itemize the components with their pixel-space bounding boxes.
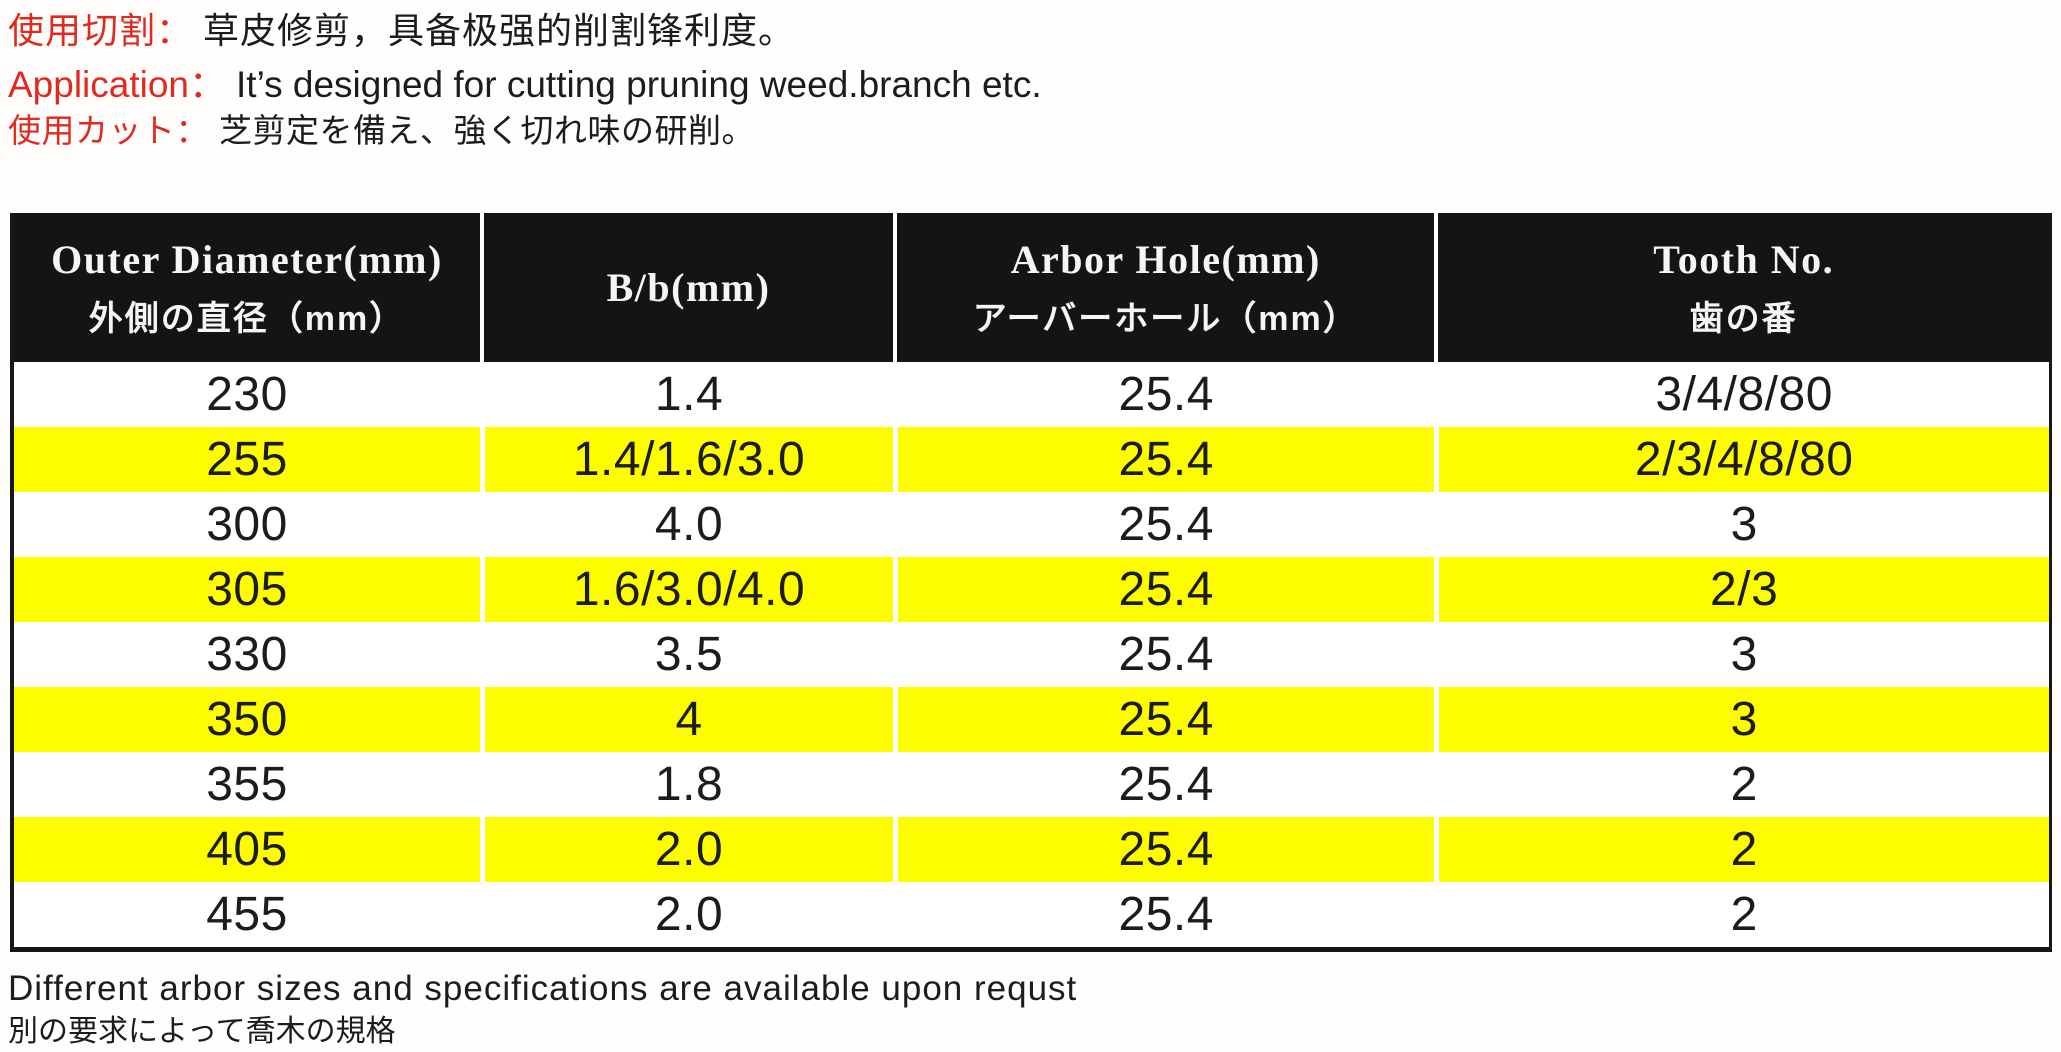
intro-text-english: It’s designed for cutting pruning weed.b… [236,64,1042,105]
table-cell: 25.4 [893,687,1434,752]
col-header-outer-diameter-local: 外側の直径（mm） [88,299,406,338]
table-cell: 3 [1434,622,2049,687]
table-cell: 2 [1434,882,2049,947]
table-cell: 2/3 [1434,557,2049,622]
col-header-tooth-no-local: 歯の番 [1689,299,1798,338]
col-header-arbor-hole: Arbor Hole(mm) アーバーホール（mm） [893,213,1434,362]
col-header-tooth-no-en: Tooth No. [1653,236,1835,282]
intro-label-chinese: 使用切割： [8,10,194,51]
table-cell: 1.8 [480,752,893,817]
col-header-bb-en: B/b(mm) [606,265,771,310]
table-cell: 2.0 [480,882,893,947]
table-cell: 455 [206,888,288,941]
col-header-outer-diameter-en: Outer Diameter(mm) [51,236,443,282]
table-cell: 25.4 [893,622,1434,687]
table-cell: 350 [206,693,288,746]
table-cell: 25.4 [893,362,1434,427]
table-cell: 405 [206,823,288,876]
table-row: 350 4 25.4 3 [14,687,2049,752]
table-cell: 1.4 [480,362,893,427]
spec-table: Outer Diameter(mm) 外側の直径（mm） B/b(mm) Arb… [10,213,2052,952]
table-row: 300 4.0 25.4 3 [14,492,2049,557]
table-cell: 1.6/3.0/4.0 [480,557,893,622]
intro-section: 使用切割： 草皮修剪，具备极强的削割锋利度。 Application： It’s… [8,2,1042,154]
table-cell: 330 [206,628,288,681]
table-cell: 3/4/8/80 [1434,362,2049,427]
footer-note-japanese: 別の要求によって喬木の規格 [8,1015,396,1048]
col-header-tooth-no: Tooth No. 歯の番 [1434,213,2049,362]
table-cell: 255 [206,433,288,486]
table-cell: 2.0 [480,817,893,882]
table-cell: 1.4/1.6/3.0 [480,427,893,492]
table-row: 330 3.5 25.4 3 [14,622,2049,687]
intro-label-japanese: 使用カット： [8,112,209,149]
intro-line-japanese: 使用カット： 芝剪定を備え、強く切れ味の研削。 [8,104,1042,154]
table-cell: 25.4 [893,492,1434,557]
table-cell: 4.0 [480,492,893,557]
col-header-arbor-hole-en: Arbor Hole(mm) [1010,236,1321,282]
table-cell: 25.4 [893,882,1434,947]
intro-text-chinese: 草皮修剪，具备极强的削割锋利度。 [203,10,796,51]
intro-text-japanese: 芝剪定を備え、強く切れ味の研削。 [219,112,755,149]
table-body: 230 1.4 25.4 3/4/8/80 255 1.4/1.6/3.0 25.4 2/3/… [14,362,2049,947]
table-row: 305 1.6/3.0/4.0 25.4 2/3 [14,557,2049,622]
table-row: 405 2.0 25.4 2 [14,817,2049,882]
table-cell: 25.4 [893,752,1434,817]
table-cell: 3 [1434,492,2049,557]
intro-label-english: Application： [8,64,227,105]
table-header-row: Outer Diameter(mm) 外側の直径（mm） B/b(mm) Arb… [14,213,2049,362]
table-cell: 25.4 [893,817,1434,882]
intro-line-chinese: 使用切割： 草皮修剪，具备极强的削割锋利度。 [8,2,1042,54]
table-cell: 2 [1434,817,2049,882]
table-cell: 3.5 [480,622,893,687]
col-header-outer-diameter: Outer Diameter(mm) 外側の直径（mm） [14,213,480,362]
table-row: 455 2.0 25.4 2 [14,882,2049,947]
col-header-bb: B/b(mm) [480,213,893,362]
table-cell: 300 [206,498,288,551]
col-header-arbor-hole-local: アーバーホール（mm） [972,299,1359,338]
table-row: 355 1.8 25.4 2 [14,752,2049,817]
table-cell: 25.4 [893,557,1434,622]
intro-line-english: Application： It’s designed for cutting p… [8,54,1042,105]
footer-note: Different arbor sizes and specifications… [8,966,1077,1052]
footer-note-english: Different arbor sizes and specifications… [8,969,1078,1008]
table-cell: 305 [206,563,288,616]
table-cell: 2 [1434,752,2049,817]
table-row: 230 1.4 25.4 3/4/8/80 [14,362,2049,427]
table-row: 255 1.4/1.6/3.0 25.4 2/3/4/8/80 [14,427,2049,492]
table-cell: 355 [206,758,288,811]
table-cell: 3 [1434,687,2049,752]
table-cell: 2/3/4/8/80 [1434,427,2049,492]
table-cell: 25.4 [893,427,1434,492]
table-cell: 4 [480,687,893,752]
table-cell: 230 [206,368,288,421]
